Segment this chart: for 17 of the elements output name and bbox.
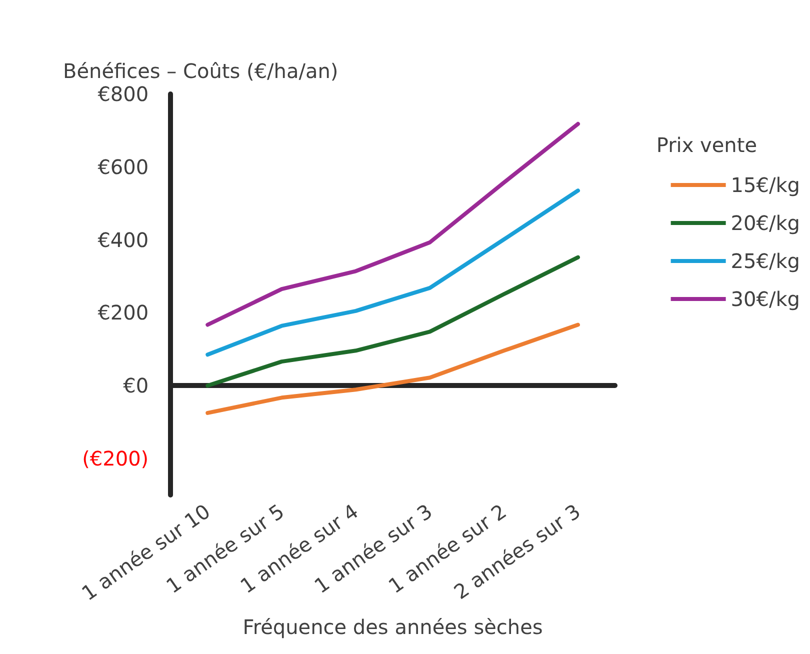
y-tick-label: €800 (98, 82, 149, 106)
y-tick-label: €400 (98, 228, 149, 252)
line-series (206, 322, 580, 415)
legend-title: Prix vente (656, 133, 758, 157)
legend-label: 20€/kg (730, 211, 800, 235)
x-axis-title: Fréquence des années sèches (242, 615, 543, 639)
legend-label: 25€/kg (730, 249, 800, 273)
y-tick-label: €600 (98, 154, 149, 179)
y-tick-label: (€200) (82, 446, 149, 471)
line-series (206, 188, 580, 357)
legend-label: 15€/kg (730, 173, 800, 197)
y-tick-label: €200 (98, 300, 149, 325)
line-series (206, 255, 580, 388)
y-axis-title: Bénéfices – Coûts (€/ha/an) (62, 59, 338, 83)
y-tick-label: €0 (123, 374, 149, 398)
legend-label: 30€/kg (730, 287, 800, 311)
line-series (206, 122, 580, 327)
